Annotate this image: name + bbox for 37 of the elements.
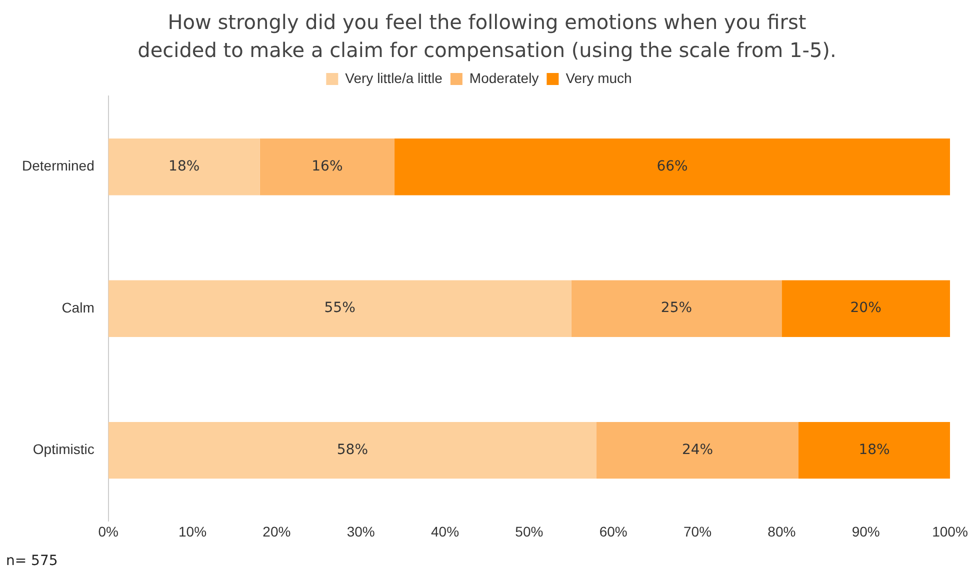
x-tick-label: 100% bbox=[932, 523, 968, 540]
data-label: 58% bbox=[336, 442, 368, 458]
x-tick-label: 30% bbox=[346, 523, 375, 540]
data-label: 20% bbox=[850, 300, 882, 316]
data-label: 66% bbox=[656, 158, 688, 175]
legend-label: Moderately bbox=[469, 70, 539, 86]
bar bbox=[394, 138, 950, 196]
x-tick-label: 20% bbox=[262, 523, 291, 540]
data-label: 18% bbox=[858, 442, 890, 458]
x-tick-label: 60% bbox=[599, 523, 628, 540]
chart-title: How strongly did you feel the following emotions when you first decided to make a claim for compensation (using the scale from 1-5). bbox=[136, 9, 838, 64]
x-tick-label: 10% bbox=[178, 523, 207, 540]
bar bbox=[596, 422, 799, 479]
data-label: 24% bbox=[682, 442, 714, 458]
data-label: 18% bbox=[168, 158, 200, 175]
x-tick-label: 70% bbox=[683, 523, 712, 540]
x-tick-label: 50% bbox=[515, 523, 544, 540]
y-tick-label: Calm bbox=[62, 299, 94, 316]
x-tick-label: 40% bbox=[431, 523, 460, 540]
text: n= 575 bbox=[6, 553, 58, 569]
x-tick-label: 0% bbox=[98, 523, 118, 540]
x-tick-label: 80% bbox=[768, 523, 796, 540]
bar bbox=[571, 280, 782, 337]
bar bbox=[108, 138, 260, 196]
y-tick-label: Optimistic bbox=[32, 441, 94, 458]
bar bbox=[260, 138, 395, 196]
legend-label: Very much bbox=[566, 70, 632, 86]
data-label: 16% bbox=[312, 158, 343, 175]
data-label: 25% bbox=[660, 300, 692, 316]
bar bbox=[108, 280, 572, 337]
legend-label: Very little/a little bbox=[345, 70, 443, 86]
bar bbox=[108, 422, 597, 479]
x-tick-label: 90% bbox=[852, 523, 880, 540]
y-tick-label: Determined bbox=[22, 158, 94, 174]
data-label: 55% bbox=[324, 300, 356, 316]
bar bbox=[798, 422, 950, 479]
bar bbox=[782, 280, 950, 337]
